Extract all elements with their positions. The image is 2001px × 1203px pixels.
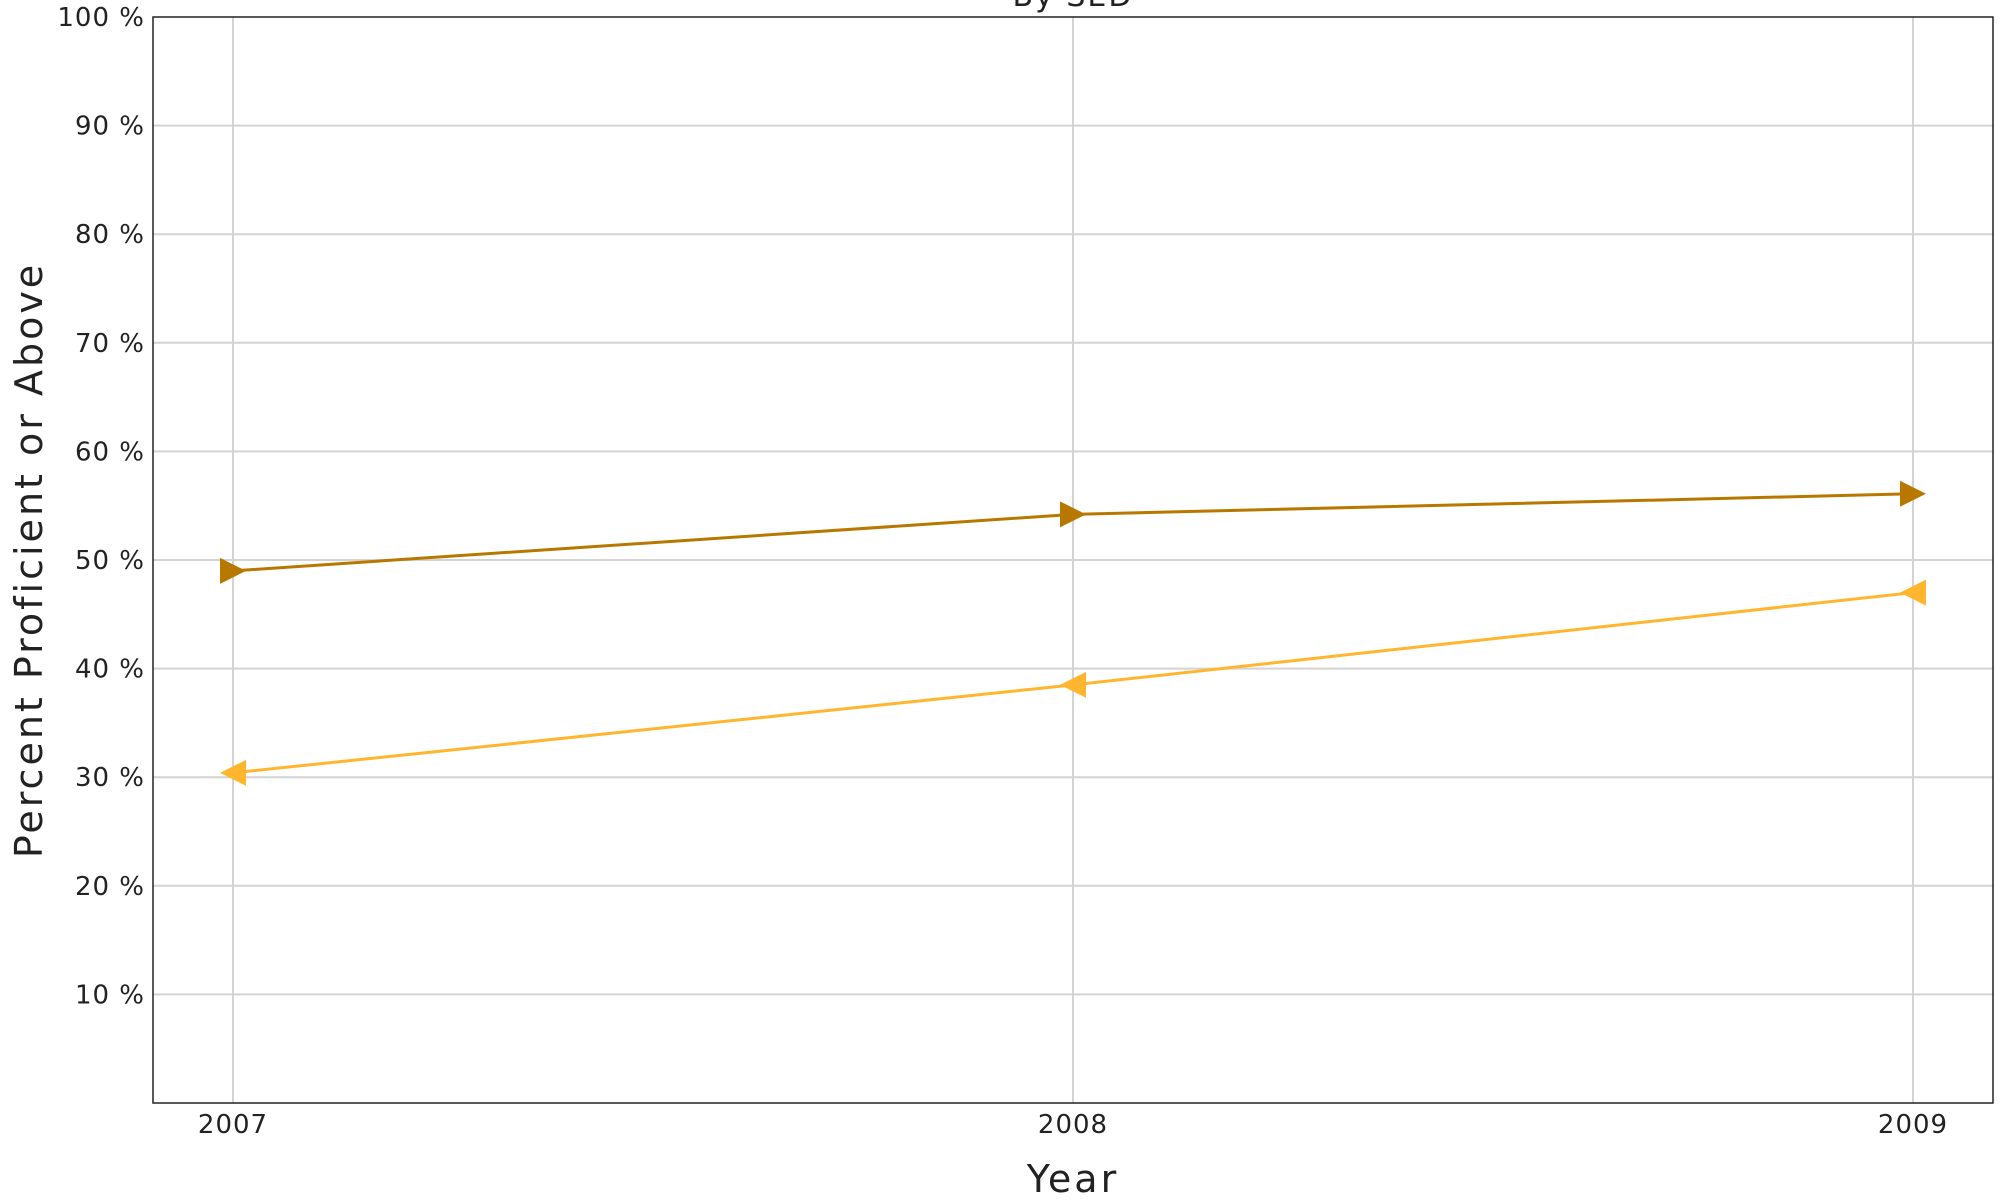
series-1-marker <box>220 557 246 584</box>
x-axis-title: Year <box>1026 1157 1119 1199</box>
y-tick-label: 40 % <box>75 655 145 685</box>
grid-layer <box>153 17 1993 1103</box>
y-tick-label: 60 % <box>75 437 145 467</box>
series-2-marker <box>1060 671 1086 698</box>
x-tick-label: 2007 <box>198 1110 268 1140</box>
y-tick-label: 20 % <box>75 872 145 902</box>
series-2-marker <box>1900 579 1926 606</box>
y-axis-title: Percent Proficient or Above <box>7 262 51 858</box>
x-tick-label: 2009 <box>1878 1110 1948 1140</box>
y-tick-label: 70 % <box>75 329 145 359</box>
y-tick-label: 50 % <box>75 546 145 576</box>
series-1-marker <box>1060 501 1086 528</box>
series-1-marker <box>1900 480 1926 507</box>
tick-layer: 10 % 20 % 30 % 40 % 50 % 60 % 70 % 80 % 90 % 100 … <box>57 3 1948 1140</box>
x-tick-label: 2008 <box>1038 1110 1108 1140</box>
series-layer <box>220 480 1926 786</box>
chart-title: By SED <box>1013 0 1134 14</box>
y-tick-label: 10 % <box>75 980 145 1010</box>
y-tick-label: 90 % <box>75 112 145 142</box>
y-tick-label: 80 % <box>75 220 145 250</box>
y-tick-label: 30 % <box>75 763 145 793</box>
y-tick-label: 100 % <box>57 3 145 33</box>
series-2-marker <box>220 759 246 786</box>
plot-frame <box>152 16 1994 1104</box>
